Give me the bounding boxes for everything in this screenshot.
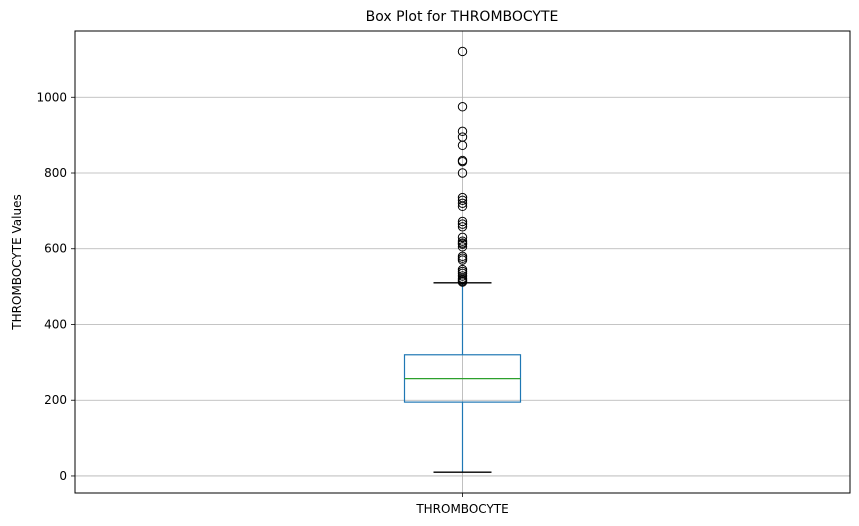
outlier-point [457,168,468,178]
y-axis-title: THROMBOCYTE Values [10,194,24,330]
outlier-point [457,239,468,249]
y-tick-label: 200 [44,393,67,407]
outlier-point [457,277,468,287]
y-tick-label: 800 [44,166,67,180]
outlier-point [457,140,468,151]
y-tick-label: 0 [59,469,67,483]
outlier-point [457,46,468,57]
y-tick-label: 600 [44,242,67,256]
outlier-point [457,271,468,281]
outlier-point [457,198,468,209]
outlier-point [457,201,468,212]
outlier-point [457,242,468,252]
y-tick-label: 400 [44,317,67,331]
outlier-point [457,156,468,167]
axis-ticks: 0 200 400 600 800 1000 THROMBOCYTE [36,90,508,516]
outlier-point [457,216,468,227]
outlier-point [457,195,468,205]
y-tick-label: 1000 [36,90,67,104]
x-tick-label: THROMBOCYTE [415,502,508,516]
outlier-point [457,102,468,112]
outlier-point [457,232,468,243]
plot-area [403,46,522,473]
outlier-point [457,126,468,137]
chart-title: Box Plot for THROMBOCYTE [366,9,559,25]
outlier-point [457,255,468,265]
outlier-point [457,222,468,232]
outlier-point [457,219,468,229]
